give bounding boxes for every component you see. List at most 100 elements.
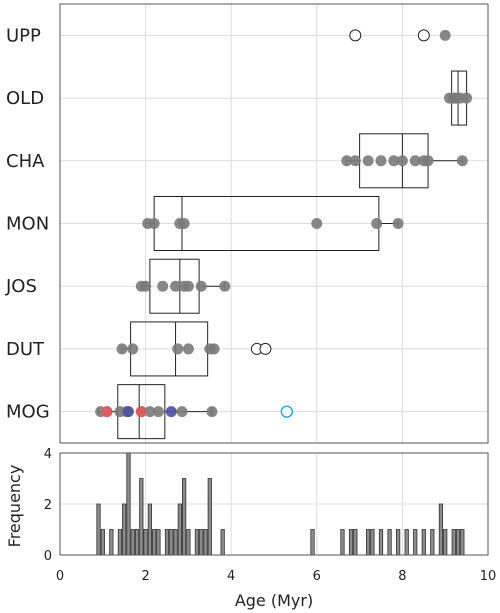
histogram-bar (451, 529, 456, 556)
y-tick-label: 2 (44, 498, 52, 513)
group-mon: MON (6, 196, 404, 251)
histogram-bar (117, 529, 123, 556)
data-point (349, 155, 361, 167)
histogram-bar (203, 529, 208, 556)
histogram-bar (109, 529, 114, 556)
data-point (456, 155, 468, 167)
open-marker-cyan (280, 405, 294, 418)
data-point (388, 155, 400, 167)
data-point (461, 92, 473, 104)
data-point (152, 406, 164, 418)
x-tick-label: 6 (313, 569, 321, 584)
category-label: DUT (6, 339, 45, 360)
data-point (341, 155, 353, 167)
histogram-bar (310, 529, 315, 556)
data-point (157, 280, 169, 292)
data-point (409, 155, 421, 167)
data-point-blue (122, 406, 134, 418)
data-point (182, 280, 194, 292)
histogram-bar (421, 529, 426, 556)
category-label: MON (6, 214, 49, 235)
data-point (208, 343, 220, 355)
data-point (439, 29, 451, 41)
histogram-bar (182, 478, 187, 556)
data-point-blue (165, 406, 177, 418)
histogram-bar (100, 529, 105, 556)
x-tick-label: 2 (141, 569, 149, 584)
data-point (182, 343, 194, 355)
box-plot-panel: UPP OLD CHA MON JOS DUT MOG (5, 3, 489, 444)
x-axis-title: Age (Myr) (235, 591, 313, 610)
histogram-bar (126, 452, 131, 556)
x-tick-label: 8 (398, 569, 406, 584)
histogram-bar (152, 529, 157, 556)
data-point (170, 280, 182, 292)
data-point (176, 406, 188, 418)
data-point (144, 406, 156, 418)
histogram-bar (370, 529, 375, 556)
histogram-bar (396, 529, 401, 556)
histogram-frame (59, 452, 489, 556)
data-point (392, 218, 404, 229)
histogram-bar (460, 529, 465, 556)
histogram-bar (413, 529, 418, 556)
data-point-red (135, 406, 147, 418)
data-point (172, 343, 184, 355)
histogram-bar (164, 529, 170, 556)
data-point (396, 155, 408, 167)
histogram-bar (147, 503, 152, 556)
histogram-bar (186, 529, 191, 556)
histogram-bar (443, 529, 448, 556)
histogram-bar (387, 529, 392, 556)
histogram-bar (122, 503, 127, 556)
data-point (219, 280, 231, 292)
data-point (116, 343, 128, 355)
group-dut: DUT (6, 321, 272, 377)
box-plot-frame (59, 3, 489, 444)
histogram-bar (177, 503, 182, 556)
group-mog: MOG (6, 384, 294, 440)
category-label: JOS (5, 276, 37, 297)
y-tick-label: 0 (44, 549, 52, 564)
histogram-bar (130, 529, 135, 556)
data-point (178, 218, 190, 229)
category-label: OLD (6, 88, 44, 109)
histogram-bar (173, 529, 178, 556)
histogram-bar (348, 529, 354, 556)
y-tick-label: 4 (44, 447, 52, 462)
histogram-bar (340, 529, 345, 556)
histogram-bar (455, 529, 461, 556)
histogram-bar (169, 529, 174, 556)
data-point-red (101, 406, 113, 418)
category-label: MOG (6, 402, 50, 423)
histogram-bar (404, 529, 409, 556)
x-tick-label: 10 (480, 569, 497, 584)
histogram-bar (143, 529, 148, 556)
outlier-point (417, 29, 430, 42)
histogram-bar (96, 503, 101, 556)
data-point (195, 280, 207, 292)
group-jos: JOS (5, 258, 231, 314)
x-tick-label: 4 (227, 569, 235, 584)
data-point (422, 155, 434, 167)
outlier-point (259, 342, 272, 355)
data-point (375, 155, 387, 167)
data-point (140, 280, 152, 292)
histogram-bar (156, 529, 161, 556)
histogram-bar (220, 529, 225, 556)
group-old: OLD (6, 70, 473, 126)
data-point (311, 218, 323, 229)
category-label: UPP (6, 25, 41, 46)
histogram-bar (438, 503, 444, 556)
histogram-bar (207, 478, 212, 556)
data-point (362, 155, 374, 167)
histogram-bar (378, 529, 384, 556)
data-point (127, 343, 139, 355)
group-cha: CHA (6, 133, 468, 189)
histogram-bar (139, 478, 144, 556)
histogram-bar (199, 529, 204, 556)
histogram-bar (430, 529, 435, 556)
data-point (371, 218, 383, 229)
histogram-bar (366, 529, 371, 556)
